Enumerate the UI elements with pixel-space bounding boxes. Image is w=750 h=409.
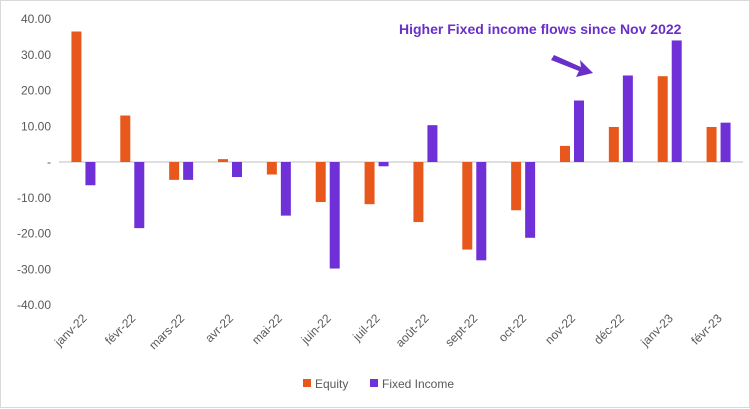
y-tick-label: 30.00 (21, 48, 51, 62)
bar-equity (169, 162, 180, 180)
x-tick-label: nov-22 (542, 311, 578, 347)
bar-fixed-income (329, 162, 340, 269)
x-tick-label: févr-22 (102, 311, 139, 348)
x-tick-label: août-22 (393, 311, 432, 350)
y-tick-label: 10.00 (21, 119, 51, 133)
bar-fixed-income (574, 100, 584, 162)
bar-fixed-income (134, 162, 145, 229)
x-tick-label: janv-22 (51, 311, 90, 350)
bar-fixed-income (183, 162, 194, 180)
labels-layer: janv-22 févr-22 mars-22 avr-22 mai-22 juin-22… (51, 311, 725, 352)
bar-fixed-income (720, 122, 731, 162)
x-tick-label: juil-22 (349, 311, 382, 344)
x-tick-label: avr-22 (202, 311, 236, 345)
bar-equity (608, 126, 619, 162)
legend-label-fixed-income: Fixed Income (382, 377, 454, 391)
bar-equity (706, 126, 717, 162)
bar-fixed-income (427, 125, 438, 162)
bar-fixed-income (85, 162, 96, 186)
y-tick-label: - (47, 155, 51, 169)
bar-equity (511, 162, 522, 211)
annotation-arrow (551, 55, 593, 77)
x-tick-label: janv-23 (637, 311, 676, 350)
bar-fixed-income (280, 162, 291, 216)
annotation-layer: Higher Fixed income flows since Nov 2022 (399, 21, 682, 77)
bar-equity (364, 162, 375, 205)
bar-equity (218, 159, 228, 162)
x-tick-label: mars-22 (146, 311, 187, 352)
bar-fixed-income (525, 162, 536, 238)
y-tick-label: 40.00 (21, 12, 51, 26)
y-tick-label: -30.00 (17, 262, 51, 276)
bar-equity (560, 145, 570, 162)
x-tick-label: sept-22 (442, 311, 480, 349)
y-tick-label: -10.00 (17, 191, 51, 205)
x-tick-label: févr-23 (688, 311, 725, 348)
bar-fixed-income (232, 162, 242, 178)
bar-equity (266, 162, 277, 175)
y-tick-label: -40.00 (17, 298, 51, 312)
legend-label-equity: Equity (315, 377, 348, 391)
bar-fixed-income (378, 162, 389, 167)
x-tick-label: oct-22 (496, 311, 530, 345)
bar-equity (413, 162, 424, 223)
legend-swatch-fixed-income (370, 379, 378, 387)
bar-equity (462, 162, 473, 250)
bars-layer (71, 31, 731, 269)
x-tick-label: mai-22 (249, 311, 285, 347)
legend-swatch-equity (303, 379, 311, 387)
bar-equity (120, 115, 131, 162)
bar-equity (71, 31, 82, 163)
bar-equity (315, 162, 326, 203)
bar-fixed-income (671, 40, 682, 163)
bar-equity (657, 76, 668, 162)
bar-fixed-income (476, 162, 487, 261)
x-tick-label: déc-22 (591, 311, 627, 347)
annotation-text: Higher Fixed income flows since Nov 2022 (399, 21, 682, 37)
bar-fixed-income (622, 75, 633, 162)
y-tick-label: 20.00 (21, 84, 51, 98)
y-tick-label: -20.00 (17, 227, 51, 241)
x-tick-label: juin-22 (298, 311, 334, 347)
legend: Equity Fixed Income (303, 377, 454, 391)
